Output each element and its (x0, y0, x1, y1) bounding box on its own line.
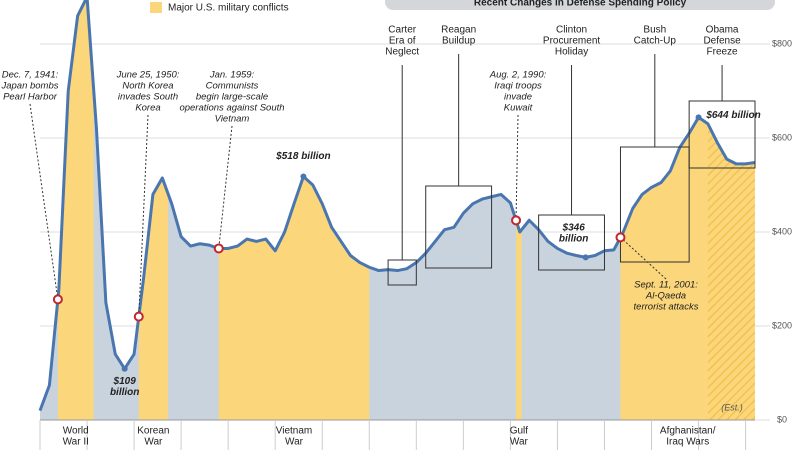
event-date: Jan. 1959: (209, 70, 255, 81)
policy-label: Clinton (556, 25, 587, 36)
policy-label: Buildup (442, 36, 476, 47)
conflict-label: Korean (137, 426, 169, 437)
event-text: invade (504, 92, 532, 103)
policy-label: Era of (389, 36, 416, 47)
conflict-label: Iraq Wars (666, 437, 709, 448)
policy-label: Carter (388, 25, 416, 36)
value-dot (121, 365, 128, 372)
policy-label: Procurement (543, 36, 600, 47)
conflict-band (218, 0, 370, 420)
policy-label: Reagan (441, 25, 476, 36)
legend-swatch (150, 2, 162, 13)
policy-label: Bush (643, 25, 666, 36)
event-marker (511, 215, 522, 226)
y-tick-label: $0 (777, 414, 787, 424)
legend-label: Major U.S. military conflicts (168, 3, 289, 14)
subtitle: Recent Changes in Defense Spending Polic… (474, 0, 687, 9)
event-date: Dec. 7, 1941: (2, 70, 59, 81)
event-text: terrorist attacks (634, 302, 699, 313)
event-text: Iraqi troops (494, 81, 542, 92)
event-text: Al-Qaeda (645, 291, 686, 302)
y-tick-label: $200 (772, 320, 792, 330)
policy-label: Neglect (385, 47, 419, 58)
value-label: $346 billion (559, 222, 588, 244)
conflict-label: War (285, 437, 304, 448)
estimate-hatch (707, 0, 755, 420)
event-text: Japan bombs (0, 81, 58, 92)
subtitle-box (385, 0, 775, 10)
conflict-label: Vietnam (276, 426, 313, 437)
event-text: Korea (135, 103, 160, 114)
y-tick-label: $800 (772, 38, 792, 48)
event-marker (52, 294, 63, 305)
y-tick-label: $600 (772, 132, 792, 142)
policy-label: Holiday (555, 47, 588, 58)
value-label: $109 billion (110, 375, 139, 397)
value-dot (582, 254, 589, 261)
event-text: begin large-scale (196, 92, 268, 103)
event-text: Kuwait (504, 103, 533, 114)
policy-label: Freeze (707, 47, 739, 58)
policy-label: Defense (703, 36, 741, 47)
conflict-label: War II (63, 437, 89, 448)
event-marker (213, 243, 224, 254)
event-leader (218, 125, 233, 249)
conflict-label: World (63, 426, 89, 437)
event-date: Sept. 11, 2001: (634, 280, 698, 291)
event-leader (138, 114, 149, 317)
conflict-label: War (510, 437, 529, 448)
value-dot (300, 173, 307, 180)
policy-label: Catch-Up (634, 36, 677, 47)
event-text: operations against South (179, 103, 284, 114)
conflict-band (516, 0, 522, 420)
line (38, 0, 756, 412)
y-tick-label: $400 (772, 226, 792, 236)
event-marker (615, 232, 626, 243)
value-dot (695, 114, 702, 121)
estimate-note: (Est.) (721, 402, 743, 412)
event-text: Communists (206, 81, 259, 92)
conflict-band (138, 0, 168, 420)
event-leader (515, 114, 519, 221)
event-text: Vietnam (215, 114, 250, 125)
event-text: invades South (118, 92, 178, 103)
conflict-label: War (144, 437, 163, 448)
event-marker (133, 311, 144, 322)
value-label: $518 billion (275, 151, 330, 162)
event-leader (29, 103, 59, 300)
event-date: June 25, 1950: (116, 70, 180, 81)
value-label: $644 billion (705, 110, 760, 121)
conflict-label: Gulf (510, 426, 529, 437)
conflict-label: Afghanistan/ (660, 426, 716, 437)
policy-label: Obama (706, 25, 739, 36)
event-text: North Korea (122, 81, 173, 92)
event-text: Pearl Harbor (3, 92, 58, 103)
event-date: Aug. 2, 1990: (489, 70, 547, 81)
